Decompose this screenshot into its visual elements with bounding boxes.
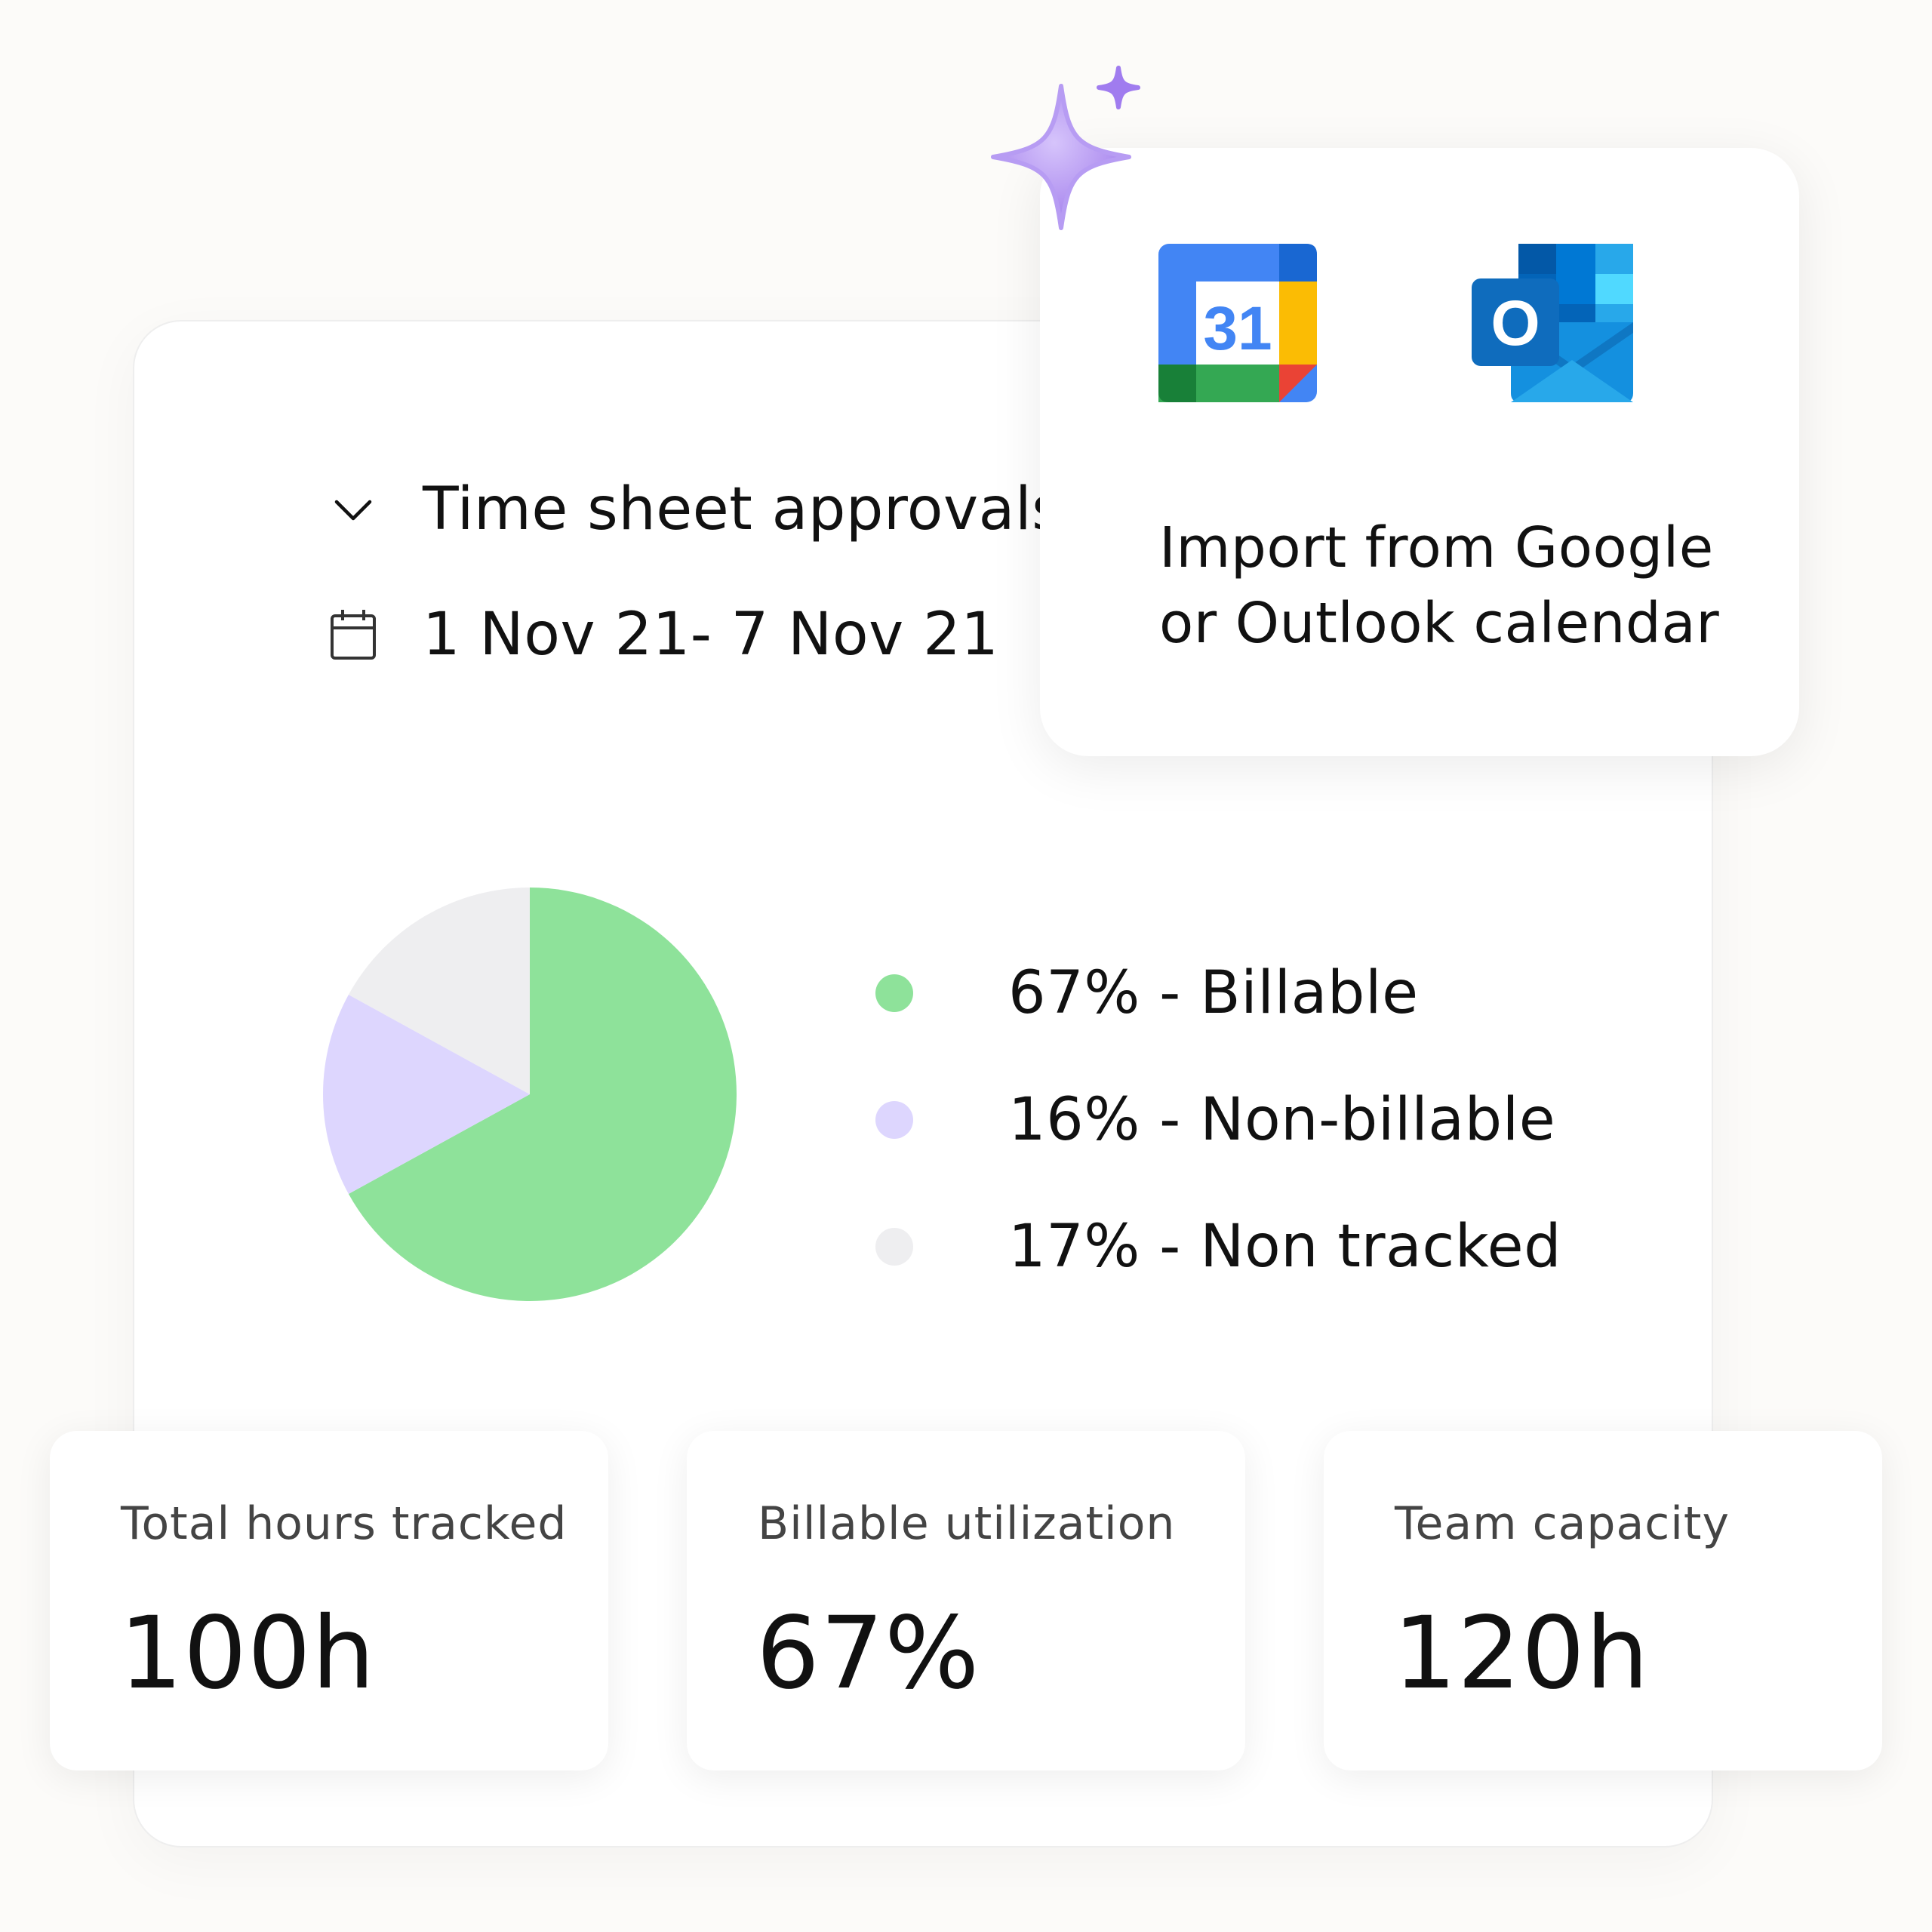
stat-label-total-hours: Total hours tracked (121, 1497, 568, 1550)
legend-item-non-tracked: 17% - Non tracked (875, 1183, 1561, 1310)
stat-label-billable-utilization: Billable utilization (758, 1497, 1176, 1550)
calendar-import-card[interactable]: 31 O Import from Google or Outlook calen… (1040, 148, 1799, 756)
import-line-2: or Outlook calendar (1159, 591, 1720, 656)
timesheet-title-row[interactable]: Time sheet approvals (328, 475, 1063, 543)
outlook-letter: O (1491, 288, 1540, 358)
legend-item-non-billable: 16% - Non-billable (875, 1057, 1561, 1183)
outlook-icon[interactable]: O (1472, 244, 1638, 402)
stat-value-team-capacity: 120h (1393, 1595, 1650, 1712)
google-calendar-number: 31 (1203, 294, 1272, 363)
calendar-icon[interactable] (328, 609, 379, 660)
stat-card-total-hours: Total hours tracked 100h (50, 1431, 608, 1770)
stat-card-team-capacity: Team capacity 120h (1324, 1431, 1882, 1770)
google-calendar-icon[interactable]: 31 (1158, 244, 1317, 402)
pie-slice-non-billable (322, 994, 530, 1195)
pie-slice-billable (348, 888, 737, 1301)
legend-dot-non-tracked (875, 1228, 913, 1266)
timesheet-title: Time sheet approvals (423, 475, 1063, 543)
import-description: Import from Google or Outlook calendar (1159, 510, 1733, 661)
legend-item-billable: 67% - Billable (875, 930, 1561, 1057)
date-range: 1 Nov 21- 7 Nov 21 (423, 601, 999, 669)
sparkle-icon (986, 63, 1152, 237)
import-line-1: Import from Google (1159, 515, 1714, 580)
pie-slice-non-tracked (348, 888, 530, 1094)
date-range-row[interactable]: 1 Nov 21- 7 Nov 21 (328, 601, 998, 669)
stat-label-team-capacity: Team capacity (1395, 1497, 1730, 1550)
pie-chart (321, 886, 738, 1303)
legend-dot-billable (875, 974, 913, 1012)
chevron-down-icon[interactable] (328, 484, 379, 535)
legend-dot-non-billable (875, 1101, 913, 1139)
legend-label-non-tracked: 17% - Non tracked (1008, 1213, 1562, 1281)
chart-legend: 67% - Billable 16% - Non-billable 17% - … (875, 930, 1561, 1310)
stat-card-billable-utilization: Billable utilization 67% (687, 1431, 1245, 1770)
legend-label-non-billable: 16% - Non-billable (1008, 1086, 1556, 1154)
stat-value-billable-utilization: 67% (756, 1595, 980, 1712)
stat-value-total-hours: 100h (119, 1595, 376, 1712)
legend-label-billable: 67% - Billable (1008, 959, 1419, 1027)
